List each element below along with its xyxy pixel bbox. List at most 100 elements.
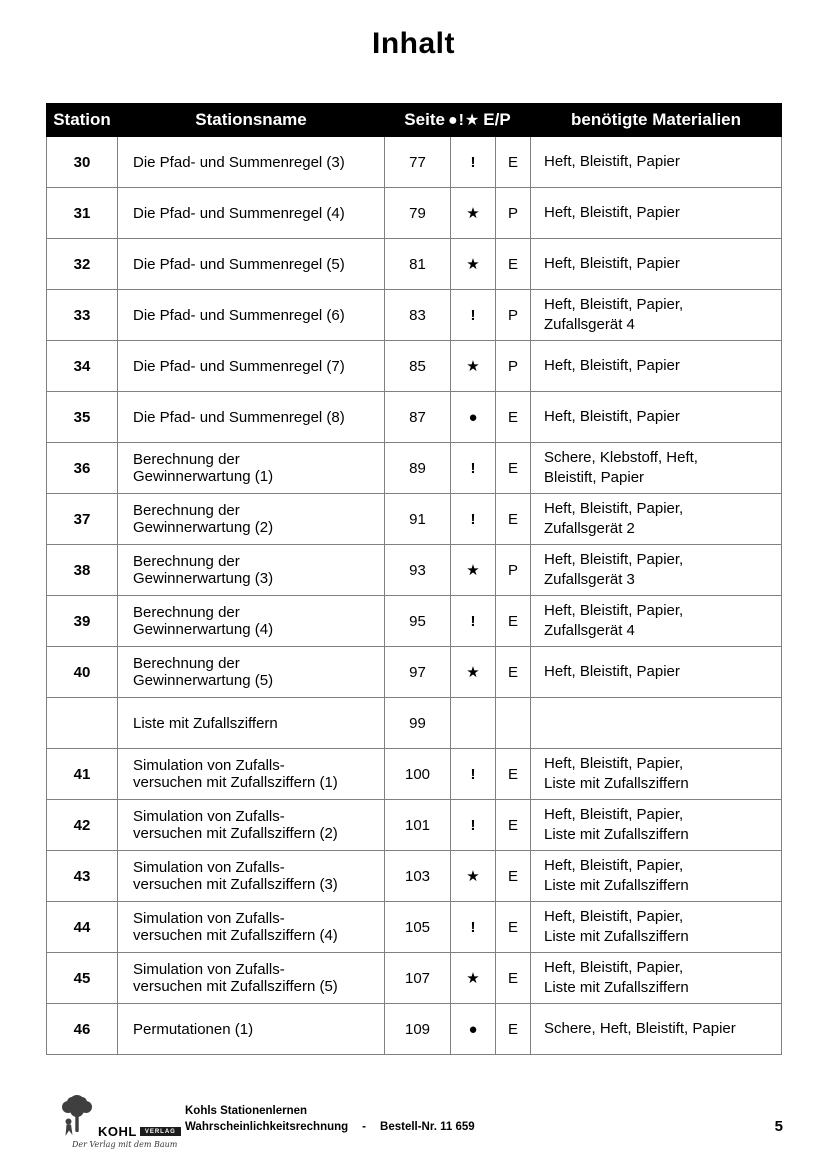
social-form: E xyxy=(495,391,531,443)
station-name: Berechnung der Gewinnerwartung (3) xyxy=(117,544,385,596)
table-row: 38 Berechnung der Gewinnerwartung (3) 93… xyxy=(46,544,782,596)
page-ref: 100 xyxy=(384,748,451,800)
table-row: 31 Die Pfad- und Summenregel (4) 79 ★ P … xyxy=(46,187,782,239)
social-form: P xyxy=(495,187,531,239)
footer-subtitle-line: Wahrscheinlichkeitsrechnung - Bestell-Nr. … xyxy=(185,1119,475,1135)
station-number: 36 xyxy=(46,442,118,494)
social-form: E xyxy=(495,595,531,647)
page-ref: 79 xyxy=(384,187,451,239)
materials: Heft, Bleistift, Papier, Liste mit Zufal… xyxy=(530,748,782,800)
page-ref: 101 xyxy=(384,799,451,851)
page-ref: 81 xyxy=(384,238,451,290)
station-name: Berechnung der Gewinnerwartung (5) xyxy=(117,646,385,698)
table-row: 39 Berechnung der Gewinnerwartung (4) 95… xyxy=(46,595,782,647)
station-number: 43 xyxy=(46,850,118,902)
station-name: Simulation von Zufalls- versuchen mit Zu… xyxy=(117,901,385,953)
materials: Heft, Bleistift, Papier, Liste mit Zufal… xyxy=(530,799,782,851)
materials: Schere, Klebstoff, Heft, Bleistift, Papi… xyxy=(530,442,782,494)
social-form: E xyxy=(495,238,531,290)
social-form: E xyxy=(495,1003,531,1055)
station-number: 40 xyxy=(46,646,118,698)
page-ref: 95 xyxy=(384,595,451,647)
materials: Heft, Bleistift, Papier xyxy=(530,646,782,698)
tree-icon xyxy=(58,1094,96,1145)
table-row: 43 Simulation von Zufalls- versuchen mit… xyxy=(46,850,782,902)
station-number: 33 xyxy=(46,289,118,341)
social-form: E xyxy=(495,748,531,800)
page-ref: 91 xyxy=(384,493,451,545)
station-name: Die Pfad- und Summenregel (4) xyxy=(117,187,385,239)
materials: Heft, Bleistift, Papier, Liste mit Zufal… xyxy=(530,952,782,1004)
table-row: 42 Simulation von Zufalls- versuchen mit… xyxy=(46,799,782,851)
station-name: Berechnung der Gewinnerwartung (1) xyxy=(117,442,385,494)
page-ref: 87 xyxy=(384,391,451,443)
difficulty-icon: ★ xyxy=(450,340,496,392)
difficulty-icon: ! xyxy=(450,289,496,341)
social-form xyxy=(495,697,531,749)
header-station: Station xyxy=(46,103,118,137)
social-form: E xyxy=(495,952,531,1004)
difficulty-icon: ★ xyxy=(450,238,496,290)
station-name: Simulation von Zufalls- versuchen mit Zu… xyxy=(117,952,385,1004)
materials: Heft, Bleistift, Papier, Liste mit Zufal… xyxy=(530,901,782,953)
station-number: 35 xyxy=(46,391,118,443)
materials: Heft, Bleistift, Papier, Liste mit Zufal… xyxy=(530,850,782,902)
station-name: Berechnung der Gewinnerwartung (2) xyxy=(117,493,385,545)
social-form: P xyxy=(495,544,531,596)
difficulty-icon: ! xyxy=(450,442,496,494)
table-row: 37 Berechnung der Gewinnerwartung (2) 91… xyxy=(46,493,782,545)
materials: Heft, Bleistift, Papier xyxy=(530,136,782,188)
header-materials: benötigte Materialien xyxy=(530,103,782,137)
legend-symbols-icon: ●!★ xyxy=(447,112,481,129)
header-seite-label: Seite xyxy=(404,110,445,129)
page-ref: 99 xyxy=(384,697,451,749)
table-row: Liste mit Zufallsziffern 99 xyxy=(46,697,782,749)
materials: Heft, Bleistift, Papier, Zufallsgerät 2 xyxy=(530,493,782,545)
materials: Heft, Bleistift, Papier xyxy=(530,187,782,239)
logo-tagline: Der Verlag mit dem Baum xyxy=(72,1140,178,1149)
social-form: E xyxy=(495,493,531,545)
page-title: Inhalt xyxy=(372,27,455,60)
social-form: E xyxy=(495,901,531,953)
station-number: 30 xyxy=(46,136,118,188)
page-number: 5 xyxy=(774,1118,783,1135)
page-ref: 97 xyxy=(384,646,451,698)
table-row: 44 Simulation von Zufalls- versuchen mit… xyxy=(46,901,782,953)
social-form: E xyxy=(495,799,531,851)
station-number: 38 xyxy=(46,544,118,596)
social-form: E xyxy=(495,442,531,494)
table-row: 35 Die Pfad- und Summenregel (8) 87 ● E … xyxy=(46,391,782,443)
materials: Heft, Bleistift, Papier, Zufallsgerät 3 xyxy=(530,544,782,596)
page-ref: 93 xyxy=(384,544,451,596)
difficulty-icon: ★ xyxy=(450,544,496,596)
logo-verlag-box: VERLAG xyxy=(139,1127,181,1136)
table-row: 46 Permutationen (1) 109 ● E Schere, Hef… xyxy=(46,1003,782,1055)
materials: Heft, Bleistift, Papier xyxy=(530,238,782,290)
social-form: E xyxy=(495,850,531,902)
station-name: Die Pfad- und Summenregel (7) xyxy=(117,340,385,392)
header-stationsname: Stationsname xyxy=(117,103,385,137)
station-number: 44 xyxy=(46,901,118,953)
footer-imprint: Kohls Stationenlernen Wahrscheinlichkeit… xyxy=(185,1103,475,1135)
contents-table: Station Stationsname Seite ●!★ E/P benötig… xyxy=(46,103,782,1055)
header-seite-symbols-ep: Seite ●!★ E/P xyxy=(384,103,531,137)
station-name: Permutationen (1) xyxy=(117,1003,385,1055)
station-name: Berechnung der Gewinnerwartung (4) xyxy=(117,595,385,647)
difficulty-icon: ★ xyxy=(450,952,496,1004)
materials: Heft, Bleistift, Papier, Zufallsgerät 4 xyxy=(530,289,782,341)
difficulty-icon: ! xyxy=(450,493,496,545)
materials: Heft, Bleistift, Papier xyxy=(530,391,782,443)
station-name: Die Pfad- und Summenregel (8) xyxy=(117,391,385,443)
difficulty-icon: ● xyxy=(450,391,496,443)
difficulty-icon: ! xyxy=(450,901,496,953)
footer-dash: - xyxy=(362,1121,367,1133)
difficulty-icon: ★ xyxy=(450,646,496,698)
page-ref: 83 xyxy=(384,289,451,341)
footer-series: Kohls Stationenlernen xyxy=(185,1105,308,1117)
station-number: 45 xyxy=(46,952,118,1004)
station-number: 39 xyxy=(46,595,118,647)
page-ref: 107 xyxy=(384,952,451,1004)
station-number: 31 xyxy=(46,187,118,239)
station-number: 42 xyxy=(46,799,118,851)
